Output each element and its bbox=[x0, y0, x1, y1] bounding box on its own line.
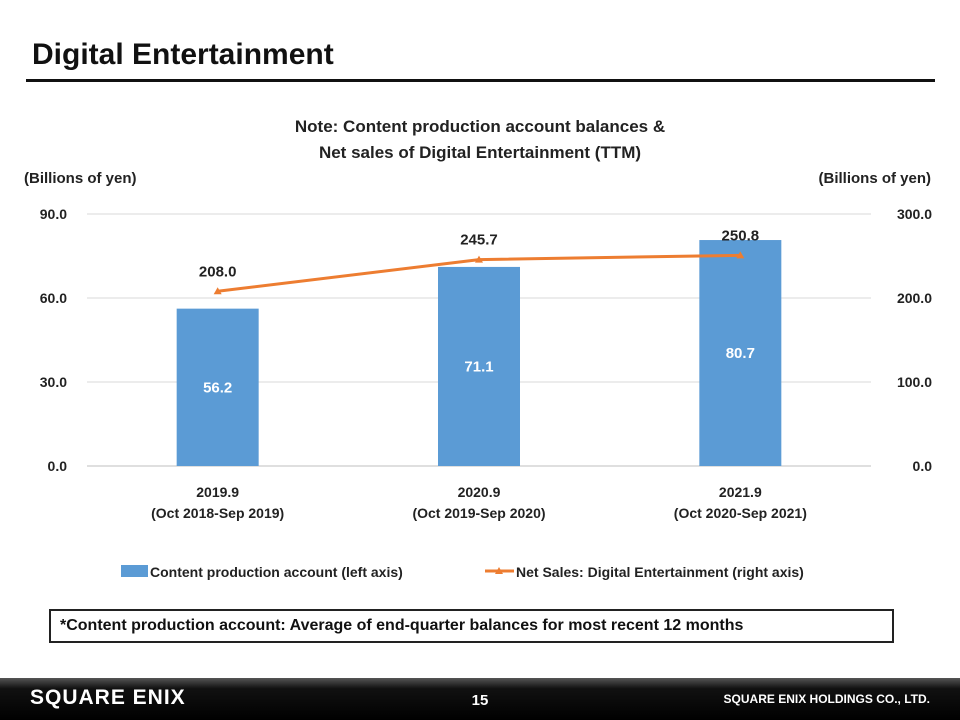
legend-marker-line bbox=[495, 567, 503, 574]
category-label: 2021.9 bbox=[719, 484, 762, 500]
right-axis-tick-label: 200.0 bbox=[897, 290, 932, 306]
bar-data-label: 56.2 bbox=[203, 379, 232, 396]
right-axis-tick-label: 100.0 bbox=[897, 374, 932, 390]
left-axis-tick-label: 30.0 bbox=[40, 374, 67, 390]
category-sublabel: (Oct 2020-Sep 2021) bbox=[674, 505, 807, 521]
company-name: SQUARE ENIX HOLDINGS CO., LTD. bbox=[723, 692, 930, 706]
category-label: 2020.9 bbox=[458, 484, 501, 500]
legend-swatch-bars bbox=[121, 565, 148, 577]
line-marker bbox=[475, 255, 483, 263]
title-divider bbox=[26, 79, 935, 82]
left-axis-tick-label: 60.0 bbox=[40, 290, 67, 306]
bar bbox=[438, 266, 520, 466]
line-marker bbox=[213, 287, 222, 295]
chart-title: Note: Content production account balance… bbox=[294, 117, 666, 136]
right-axis-unit: (Billions of yen) bbox=[818, 170, 932, 187]
left-axis-tick-label: 0.0 bbox=[48, 458, 68, 474]
company-logo: SQUARE ENIX bbox=[30, 686, 186, 709]
right-axis-tick-label: 0.0 bbox=[913, 458, 933, 474]
category-sublabel: (Oct 2019-Sep 2020) bbox=[412, 505, 545, 521]
combo-chart: 0.0 30.0 60.0 90.0 0.0 100.0 200.0 300.0 56.2 71.… bbox=[40, 206, 933, 580]
chart-subtitle: Net sales of Digital Entertainment (TTM) bbox=[318, 143, 642, 162]
slide-title: Digital Entertainment bbox=[32, 38, 334, 71]
legend-label-line: Net Sales: Digital Entertainment (right … bbox=[516, 564, 804, 580]
category-sublabel: (Oct 2018-Sep 2019) bbox=[151, 505, 284, 521]
bar bbox=[699, 240, 782, 466]
left-axis-unit: (Billions of yen) bbox=[24, 170, 137, 187]
bar-data-label: 80.7 bbox=[726, 345, 755, 362]
page-number: 15 bbox=[471, 692, 489, 709]
line-marker bbox=[736, 251, 745, 259]
line-data-label: 250.8 bbox=[722, 227, 760, 244]
line-data-label: 208.0 bbox=[199, 263, 237, 280]
bar bbox=[176, 308, 259, 466]
category-label: 2019.9 bbox=[196, 484, 239, 500]
footnote-box: *Content production account: Average of … bbox=[49, 609, 894, 643]
right-axis-tick-label: 300.0 bbox=[897, 206, 932, 222]
bar-data-label: 71.1 bbox=[464, 358, 493, 375]
left-axis-tick-label: 90.0 bbox=[40, 206, 67, 222]
legend-label-bars: Content production account (left axis) bbox=[150, 564, 403, 580]
footer-bar bbox=[0, 678, 960, 720]
line-data-label: 245.7 bbox=[460, 232, 498, 249]
